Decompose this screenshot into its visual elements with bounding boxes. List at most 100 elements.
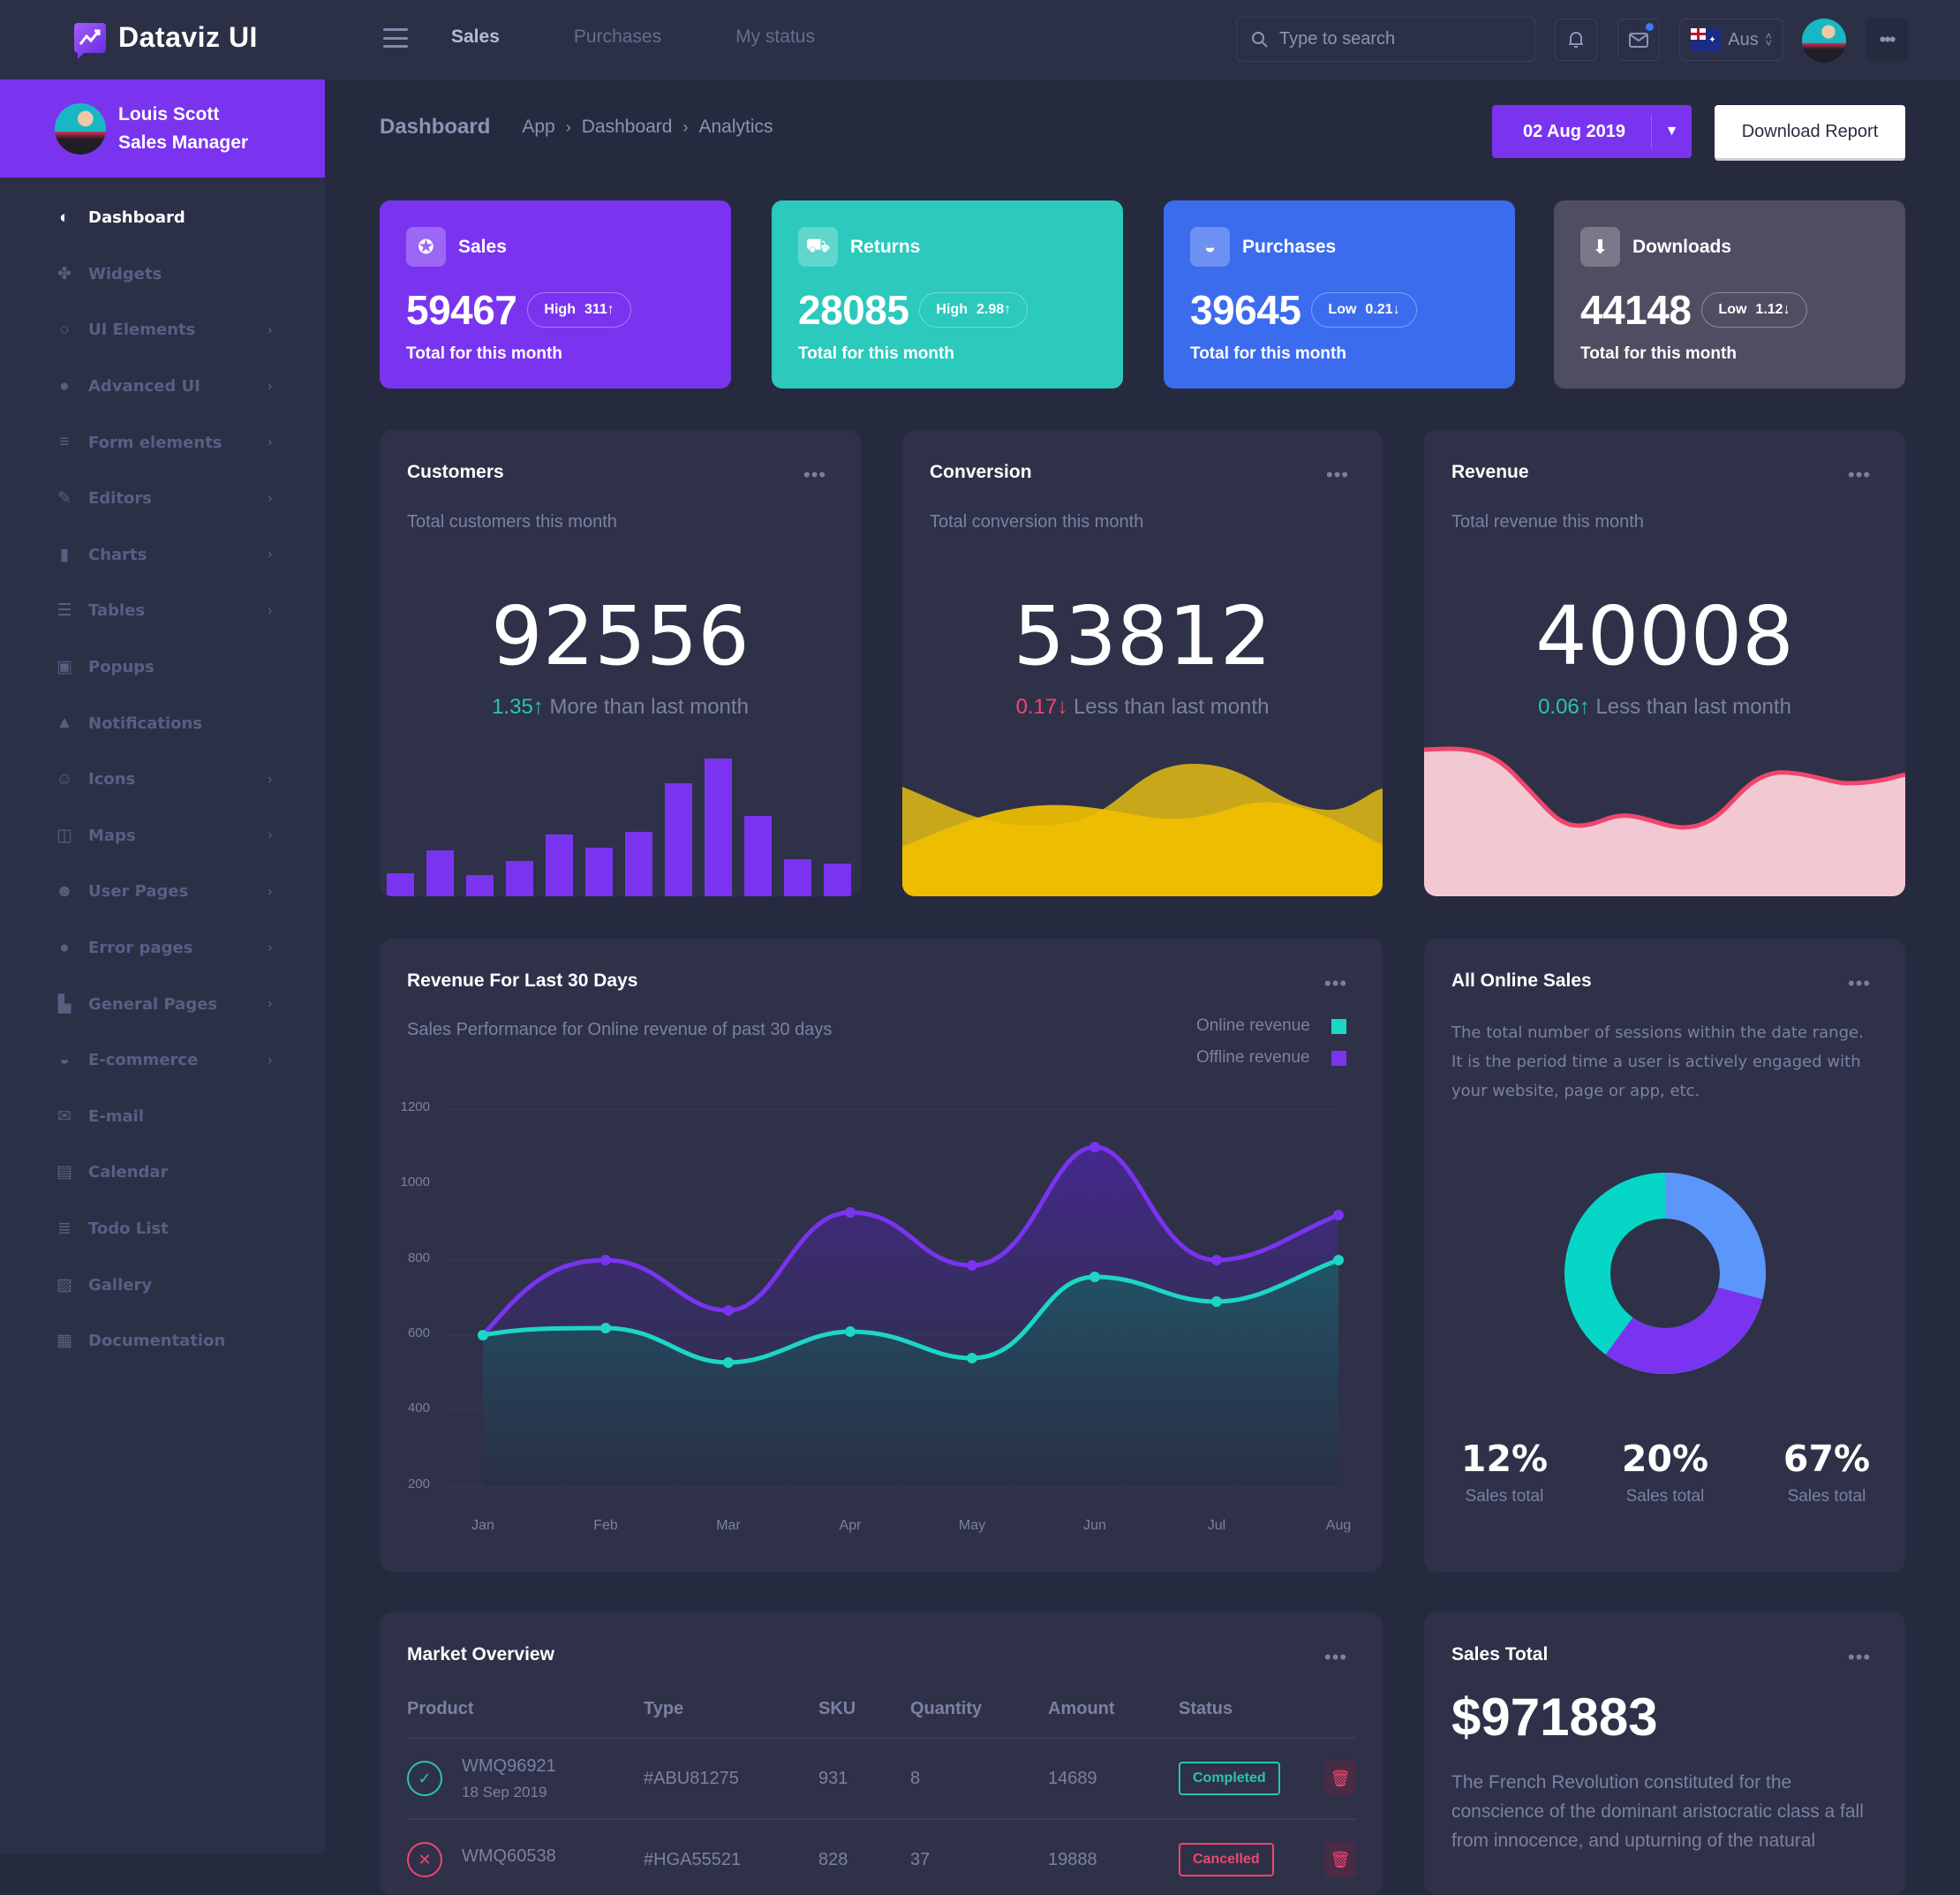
card-title: Sales Total	[1451, 1644, 1549, 1665]
chevron-right-icon: ›	[268, 883, 273, 899]
kpi-value: 53812	[1013, 589, 1272, 683]
chevron-right-icon: ›	[268, 490, 273, 506]
sidebar-item-user-pages[interactable]: ☻ User Pages ›	[56, 881, 273, 902]
user-avatar[interactable]	[1802, 19, 1846, 63]
breadcrumb-app[interactable]: App	[522, 117, 555, 137]
sidebar-item-general-pages[interactable]: ▙ General Pages ›	[0, 976, 325, 1032]
x-tick: Mar	[716, 1518, 741, 1533]
topnav-purchases[interactable]: Purchases	[573, 26, 662, 47]
stat-value: 28085	[798, 287, 909, 333]
sidebar-item-tables[interactable]: ☰ Tables ›	[0, 583, 325, 639]
sidebar-item-popups[interactable]: ▣ Popups	[0, 639, 325, 696]
x-tick: Jan	[471, 1518, 494, 1533]
topnav-sales[interactable]: Sales	[451, 26, 500, 47]
x-tick: Apr	[839, 1518, 862, 1533]
column-header[interactable]: Product	[407, 1681, 644, 1739]
sidebar-item-documentation[interactable]: ▦ Documentation	[0, 1313, 325, 1370]
breadcrumb-analytics: Analytics	[698, 117, 773, 137]
quantity-cell: 37	[910, 1819, 1048, 1895]
language-select[interactable]: Aus ˄˅	[1679, 19, 1783, 61]
breadcrumb-dashboard[interactable]: Dashboard	[581, 117, 673, 137]
sidebar-item-todo-list[interactable]: ≣ Todo List	[0, 1201, 325, 1257]
breadcrumb-separator-icon: ›	[682, 117, 689, 136]
more-options-icon[interactable]: •••	[1326, 464, 1350, 486]
search-input[interactable]	[1279, 29, 1518, 49]
legend-online: Online revenue	[1196, 1016, 1346, 1036]
more-options-icon[interactable]: •••	[1324, 1646, 1348, 1668]
shield-icon: ◐	[59, 208, 70, 227]
sidebar-nav: ◐ Dashboard ✤ Widgets ○ UI Elements › ● Advan…	[0, 177, 325, 1369]
card-subtitle: Total revenue this month	[1451, 512, 1644, 532]
chevron-right-icon: ›	[268, 771, 273, 787]
sidebar-item-ui-elements[interactable]: ○ UI Elements ›	[0, 302, 325, 359]
column-header[interactable]: Quantity	[910, 1681, 1048, 1739]
status-badge: Cancelled	[1179, 1843, 1274, 1876]
column-header[interactable]: Type	[644, 1681, 818, 1739]
amount-cell: 14689	[1048, 1738, 1179, 1820]
bell-icon: ▲	[56, 713, 73, 733]
card-title: Revenue For Last 30 Days	[407, 970, 638, 991]
envelope-icon	[1629, 33, 1648, 48]
revenue-30-days-card: Revenue For Last 30 Days ••• Sales Perfo…	[380, 939, 1383, 1572]
sidebar-item-e-commerce[interactable]: ◒ E-commerce ›	[0, 1032, 325, 1089]
notifications-button[interactable]	[1555, 19, 1597, 61]
amount-cell: 19888	[1048, 1819, 1179, 1895]
date-picker[interactable]: 02 Aug 2019 ▼	[1492, 105, 1692, 158]
more-options-button[interactable]: •••	[1866, 19, 1908, 61]
table-row[interactable]: ✓ WMQ96921 18 Sep 2019 #ABU81275 931 8 146…	[407, 1738, 1356, 1820]
basket-icon: ◒	[59, 1050, 70, 1069]
menu-toggle-icon[interactable]	[383, 28, 408, 48]
column-header[interactable]: Amount	[1048, 1681, 1179, 1739]
messages-button[interactable]	[1617, 19, 1660, 61]
chevron-right-icon: ›	[268, 602, 273, 618]
sidebar-item-maps[interactable]: ◫ Maps ›	[0, 808, 325, 864]
more-options-icon[interactable]: •••	[1848, 972, 1872, 994]
online-sales-donut-chart	[1564, 1173, 1766, 1374]
stat-caption: Total for this month	[798, 344, 954, 363]
page-header: Dashboard App › Dashboard › Analytics	[380, 115, 773, 140]
sidebar-item-error-pages[interactable]: ● Error pages ›	[0, 920, 325, 977]
stat-title: Downloads	[1632, 236, 1732, 257]
more-options-icon[interactable]: •••	[1848, 464, 1872, 486]
sidebar-item-editors[interactable]: ✎ Editors ›	[0, 471, 325, 527]
topnav-my-status[interactable]: My status	[735, 26, 815, 47]
app-logo[interactable]: Dataviz UI	[74, 21, 258, 59]
sidebar-item-widgets[interactable]: ✤ Widgets	[0, 246, 325, 303]
user-profile[interactable]: Louis Scott Sales Manager	[0, 79, 325, 177]
chevron-right-icon: ›	[268, 827, 273, 843]
customers-card: Customers ••• Total customers this month…	[380, 430, 861, 896]
sidebar-item-form-elements[interactable]: ≡ Form elements ›	[0, 414, 325, 471]
more-options-icon[interactable]: •••	[1848, 1646, 1872, 1668]
sidebar-item-advanced-ui[interactable]: ● Advanced UI ›	[0, 359, 325, 415]
revenue-line-chart	[446, 1108, 1344, 1487]
sidebar-item-gallery[interactable]: ▨ Gallery	[0, 1257, 325, 1313]
y-tick: 400	[407, 1400, 430, 1416]
delete-trash-icon[interactable]: 🗑	[1324, 1842, 1356, 1877]
sidebar-item-calendar[interactable]: ▤ Calendar	[0, 1144, 325, 1201]
bell-icon	[1569, 32, 1583, 48]
sidebar-item-charts[interactable]: ▮ Charts ›	[0, 527, 325, 584]
sales-total-description: The French Revolution constituted for th…	[1451, 1772, 1864, 1851]
comment-alert-icon: ▣	[57, 658, 72, 677]
column-header[interactable]: SKU	[818, 1681, 910, 1739]
chevron-down-icon[interactable]: ▼	[1651, 115, 1692, 148]
sidebar-item-dashboard[interactable]: ◐ Dashboard	[0, 190, 325, 246]
kpi-delta: 0.17↓ Less than last month	[1015, 695, 1270, 719]
more-options-icon[interactable]: •••	[1324, 972, 1348, 994]
arrow-up-icon: ↑	[607, 302, 614, 317]
table-icon: ☰	[57, 601, 72, 621]
more-options-icon[interactable]: •••	[803, 464, 827, 486]
table-row[interactable]: ✕ WMQ60538 #HGA55521 828 37 19888 Cancell…	[407, 1819, 1356, 1895]
puzzle-icon: ✤	[57, 264, 72, 283]
sidebar-item-notifications[interactable]: ▲ Notifications	[56, 713, 203, 733]
delete-trash-icon[interactable]: 🗑	[1324, 1761, 1356, 1796]
product-code: WMQ96921	[462, 1755, 556, 1776]
download-report-button[interactable]: Download Report	[1715, 105, 1905, 158]
stat-card-purchases: ◒ Purchases 39645 Low 0.21↓ Total for this…	[1164, 200, 1515, 389]
sidebar-item-e-mail[interactable]: ✉ E-mail	[0, 1089, 325, 1145]
sidebar-item-icons[interactable]: ☺ Icons ›	[56, 769, 273, 789]
star-icon: ✪	[406, 227, 446, 267]
type-cell: #ABU81275	[644, 1738, 818, 1820]
chevron-right-icon: ›	[268, 434, 273, 450]
column-header[interactable]: Status	[1179, 1681, 1324, 1739]
